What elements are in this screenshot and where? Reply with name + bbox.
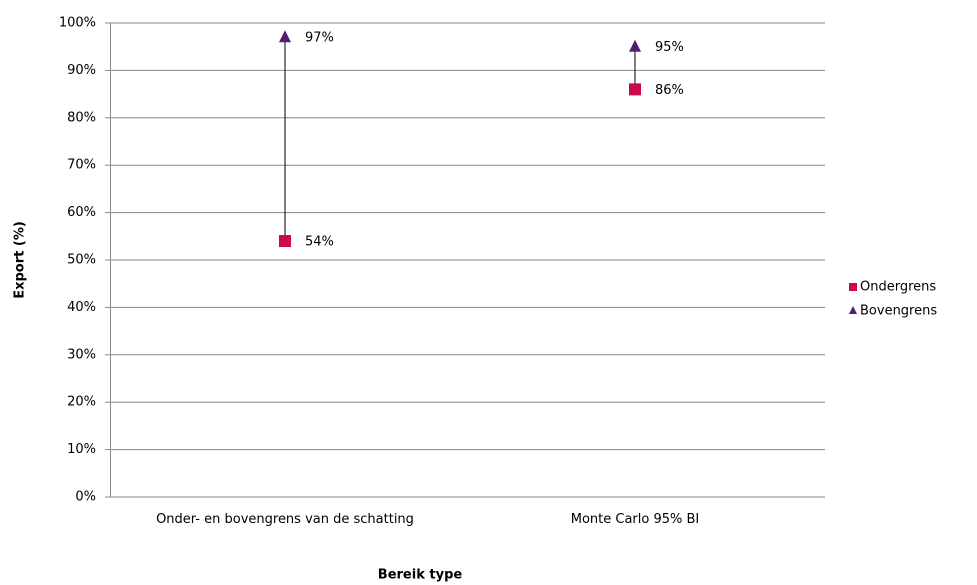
legend-label: Ondergrens xyxy=(860,280,936,295)
legend-label: Bovengrens xyxy=(860,304,937,319)
legend-marker xyxy=(849,306,857,314)
y-tick-label: 0% xyxy=(75,490,96,505)
y-tick-label: 50% xyxy=(67,253,96,268)
y-tick-label: 40% xyxy=(67,300,96,315)
y-tick-label: 90% xyxy=(67,63,96,78)
data-label: 95% xyxy=(655,40,684,55)
y-tick-label: 10% xyxy=(67,442,96,457)
x-axis-label: Bereik type xyxy=(378,568,463,583)
data-label: 86% xyxy=(655,83,684,98)
marker xyxy=(279,30,291,43)
marker xyxy=(629,39,641,52)
data-label: 97% xyxy=(305,31,334,46)
marker xyxy=(629,83,641,96)
data-label: 54% xyxy=(305,235,334,250)
y-tick-label: 60% xyxy=(67,205,96,220)
legend-marker xyxy=(849,283,857,291)
y-axis-label: Export (%) xyxy=(13,221,28,299)
marker xyxy=(279,235,291,248)
y-tick-label: 80% xyxy=(67,110,96,125)
x-tick-label: Onder- en bovengrens van de schatting xyxy=(156,512,414,527)
x-tick-label: Monte Carlo 95% BI xyxy=(570,512,700,527)
y-tick-label: 70% xyxy=(67,158,96,173)
y-tick-label: 20% xyxy=(67,395,96,410)
y-tick-label: 100% xyxy=(59,16,96,31)
y-tick-label: 30% xyxy=(67,347,96,362)
